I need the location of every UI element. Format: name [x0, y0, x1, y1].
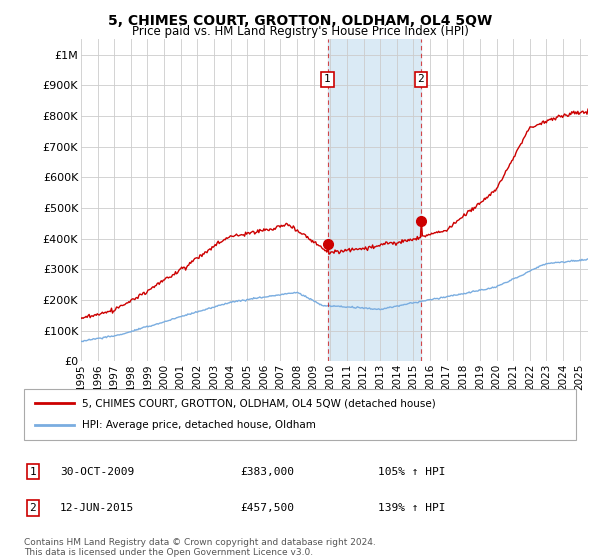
Bar: [328, 39, 421, 361]
Text: 139% ↑ HPI: 139% ↑ HPI: [378, 503, 445, 513]
Text: 2: 2: [29, 503, 37, 513]
Text: 5, CHIMES COURT, GROTTON, OLDHAM, OL4 5QW (detached house): 5, CHIMES COURT, GROTTON, OLDHAM, OL4 5Q…: [82, 398, 436, 408]
Text: £383,000: £383,000: [240, 466, 294, 477]
Text: Price paid vs. HM Land Registry's House Price Index (HPI): Price paid vs. HM Land Registry's House …: [131, 25, 469, 38]
Text: 1: 1: [324, 74, 331, 85]
Text: 1: 1: [29, 466, 37, 477]
Text: Contains HM Land Registry data © Crown copyright and database right 2024.
This d: Contains HM Land Registry data © Crown c…: [24, 538, 376, 557]
Text: HPI: Average price, detached house, Oldham: HPI: Average price, detached house, Oldh…: [82, 421, 316, 431]
Text: 12-JUN-2015: 12-JUN-2015: [60, 503, 134, 513]
Text: 2: 2: [418, 74, 424, 85]
Text: £457,500: £457,500: [240, 503, 294, 513]
FancyBboxPatch shape: [24, 389, 576, 440]
Text: 30-OCT-2009: 30-OCT-2009: [60, 466, 134, 477]
Text: 5, CHIMES COURT, GROTTON, OLDHAM, OL4 5QW: 5, CHIMES COURT, GROTTON, OLDHAM, OL4 5Q…: [108, 14, 492, 28]
Text: 105% ↑ HPI: 105% ↑ HPI: [378, 466, 445, 477]
